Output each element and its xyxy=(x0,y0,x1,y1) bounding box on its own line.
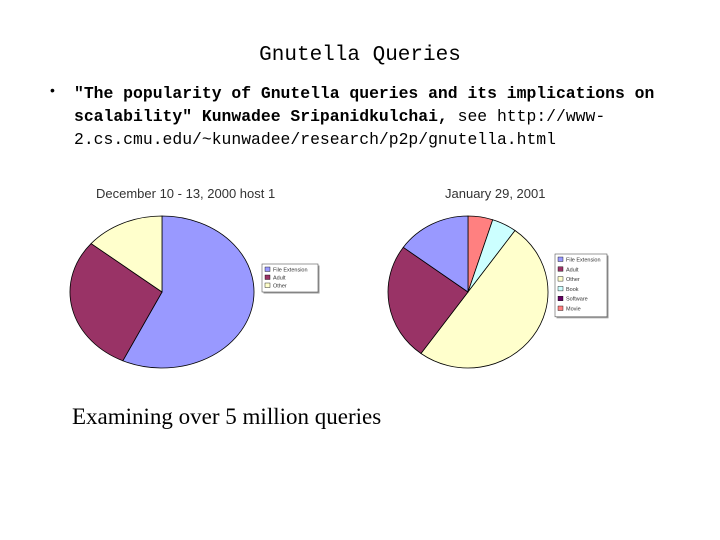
pie-slice-adult xyxy=(387,246,469,355)
pie-chart-december-svg: File Extension Adult Other xyxy=(69,215,320,369)
pie-slice-adult xyxy=(69,243,163,362)
legend-label-other: Other xyxy=(566,277,580,283)
legend-swatch-file-extension xyxy=(264,266,271,272)
legend-swatch-software xyxy=(557,295,564,301)
legend-label-software: Software xyxy=(566,297,588,303)
pie-slice-other xyxy=(420,229,549,369)
pie-slice-other xyxy=(90,215,163,293)
legend-label-movie: Movie xyxy=(566,307,581,313)
legend-swatch-other xyxy=(557,276,564,282)
chart-title-january: January 29, 2001 xyxy=(445,186,546,201)
pie-chart-january: File Extension Adult Other Book Software Movi… xyxy=(385,186,615,376)
legend-box xyxy=(554,253,608,318)
legend-label-book: Book xyxy=(566,287,579,293)
legend-label-adult: Adult xyxy=(273,276,286,282)
pie-chart-january-svg: File Extension Adult Other Book Software Movi… xyxy=(387,215,609,369)
pie-slice-file-extension xyxy=(402,215,469,293)
legend-box xyxy=(261,263,319,293)
bullet-marker: • xyxy=(50,82,55,98)
legend-label-file-extension: File Extension xyxy=(273,268,308,274)
pie-chart-december: File Extension Adult Other December 10 - 1… xyxy=(60,186,330,376)
bullet-see-link: see http://www-2.cs.cmu.edu/~kunwadee/re… xyxy=(74,107,606,149)
bullet-text: "The popularity of Gnutella queries and … xyxy=(74,82,714,151)
legend-swatch-book xyxy=(557,286,564,292)
chart-title-december: December 10 - 13, 2000 host 1 xyxy=(96,186,276,201)
legend-swatch-adult xyxy=(264,274,271,280)
pie-slice-file-extension xyxy=(122,215,255,369)
legend-label-file-extension: File Extension xyxy=(566,258,601,264)
caption: Examining over 5 million queries xyxy=(72,404,382,429)
legend-label-other: Other xyxy=(273,284,287,290)
legend-swatch-other xyxy=(264,282,271,288)
legend-swatch-file-extension xyxy=(557,256,564,262)
legend-swatch-adult xyxy=(557,266,564,272)
legend-label-adult: Adult xyxy=(566,267,579,273)
legend-swatch-movie xyxy=(557,305,564,311)
slide-title: Gnutella Queries xyxy=(259,44,461,67)
bullet-quote: "The popularity of Gnutella queries and … xyxy=(74,84,655,126)
